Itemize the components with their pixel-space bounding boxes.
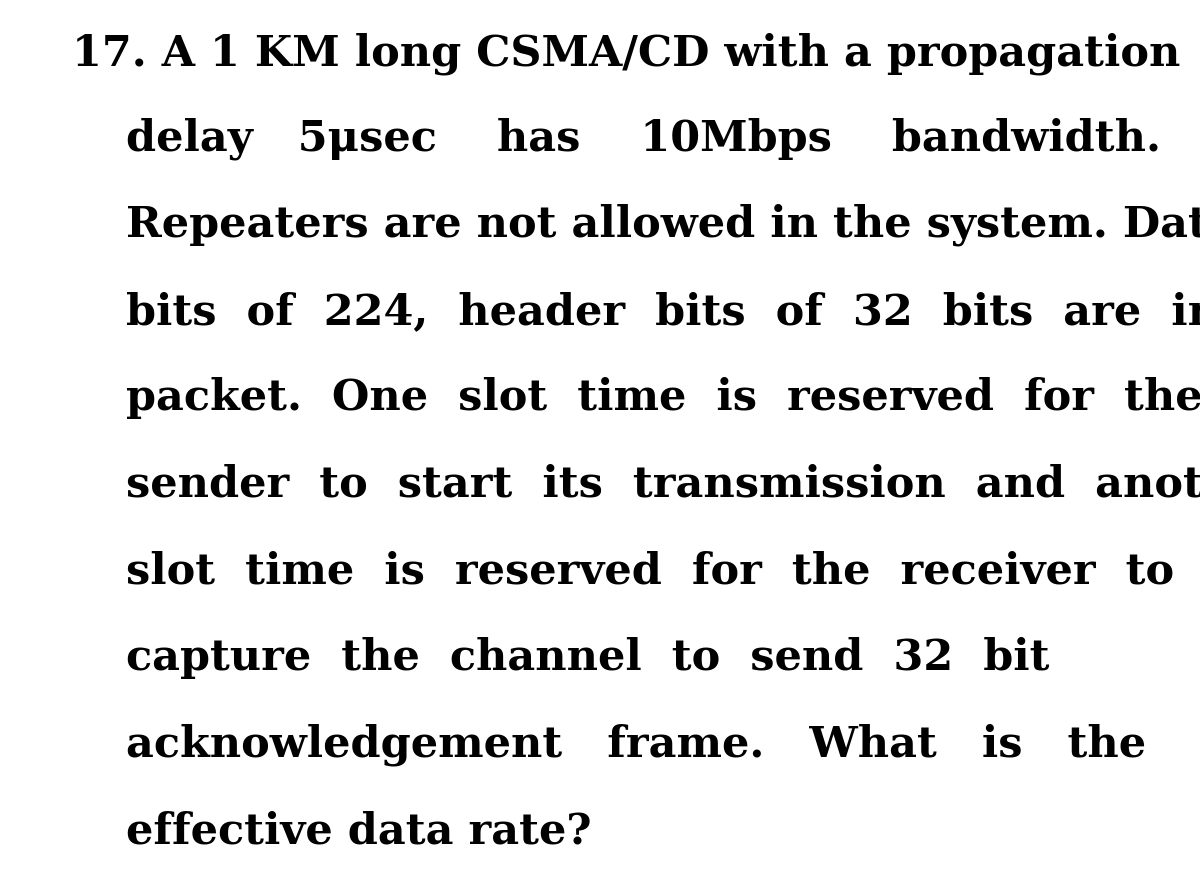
Text: 17. A 1 KM long CSMA/CD with a propagation: 17. A 1 KM long CSMA/CD with a propagati… bbox=[72, 32, 1181, 75]
Text: slot  time  is  reserved  for  the  receiver  to: slot time is reserved for the receiver t… bbox=[126, 550, 1174, 593]
Text: delay   5μsec    has    10Mbps    bandwidth.: delay 5μsec has 10Mbps bandwidth. bbox=[126, 117, 1162, 160]
Text: capture  the  channel  to  send  32  bit: capture the channel to send 32 bit bbox=[126, 637, 1050, 680]
Text: packet.  One  slot  time  is  reserved  for  the: packet. One slot time is reserved for th… bbox=[126, 377, 1200, 420]
Text: sender  to  start  its  transmission  and  another: sender to start its transmission and ano… bbox=[126, 463, 1200, 506]
Text: bits  of  224,  header  bits  of  32  bits  are  in: bits of 224, header bits of 32 bits are … bbox=[126, 290, 1200, 333]
Text: effective data rate?: effective data rate? bbox=[126, 810, 592, 853]
Text: Repeaters are not allowed in the system. Data: Repeaters are not allowed in the system.… bbox=[126, 204, 1200, 246]
Text: acknowledgement   frame.   What   is   the: acknowledgement frame. What is the bbox=[126, 723, 1146, 766]
